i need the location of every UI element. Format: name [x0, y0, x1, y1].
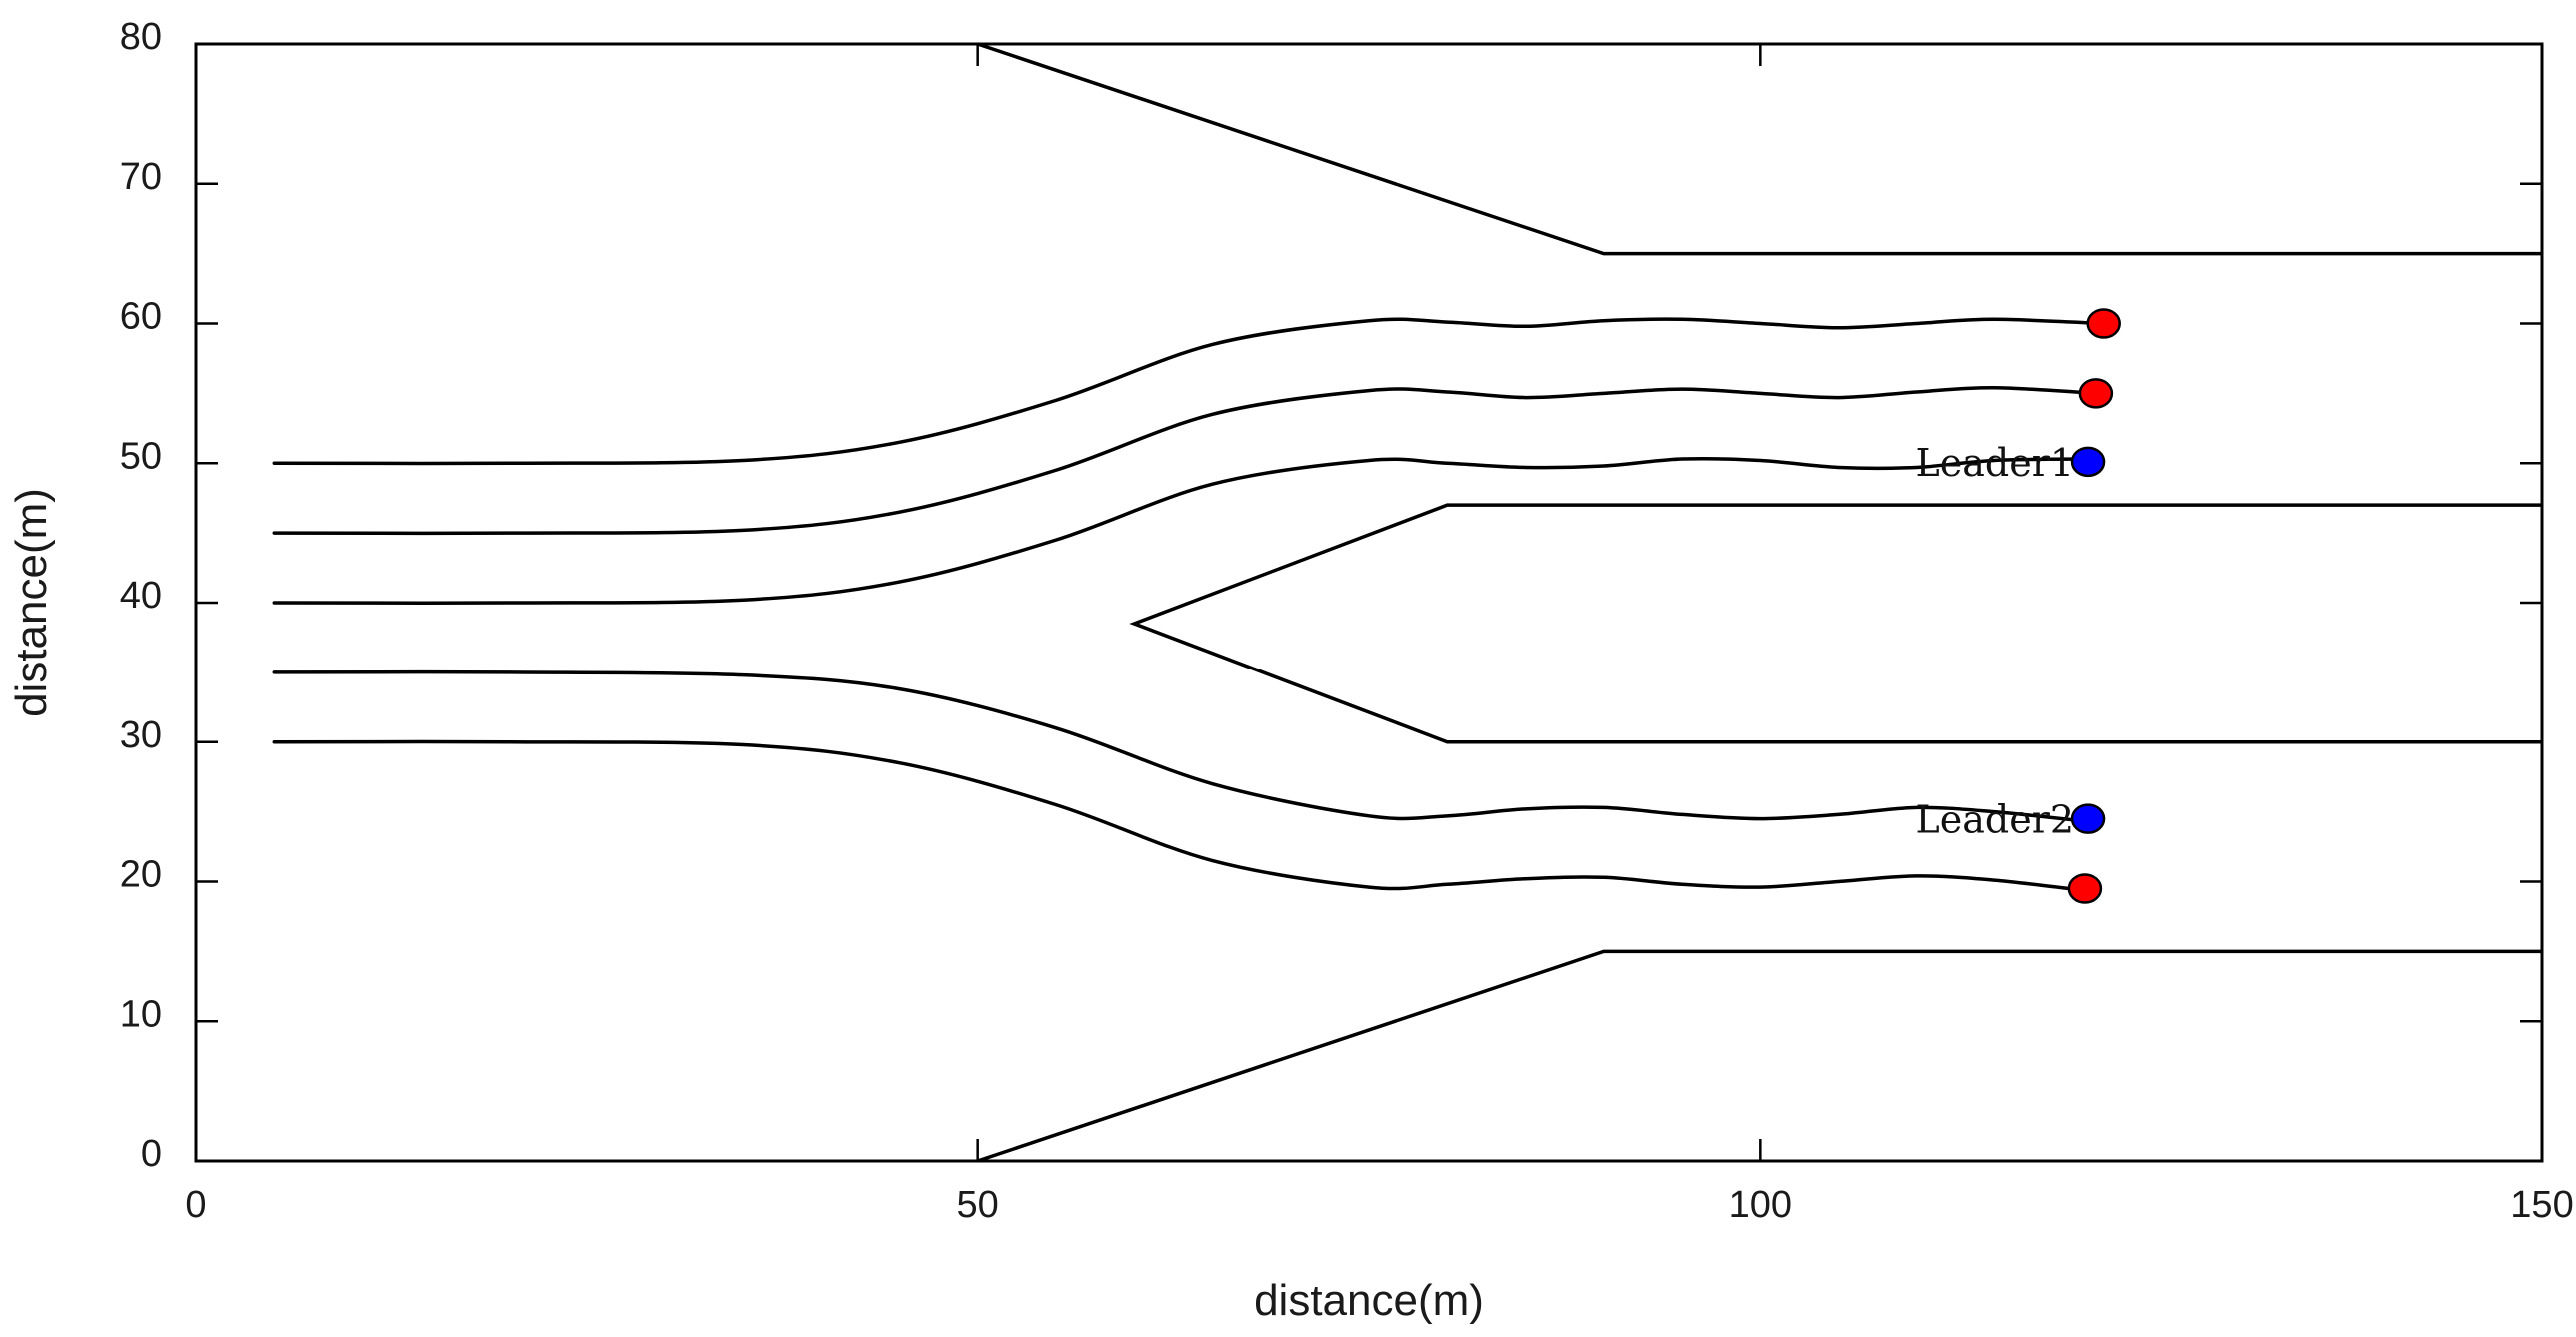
y-tick-label: 60: [120, 296, 162, 338]
marker-leader-1: [2070, 446, 2106, 478]
trajectory-traj-4: [272, 669, 2090, 824]
trajectory-traj-3: [272, 456, 2090, 605]
y-tick-label: 0: [141, 1133, 162, 1175]
y-axis-label: distance(m): [7, 488, 56, 717]
trajectories: [272, 317, 2106, 892]
road-boundaries: [977, 42, 2542, 1163]
marker-follower-2: [2078, 378, 2114, 409]
label-leader-2: Leader2: [1916, 798, 2075, 842]
boundary-median-wedge: [1129, 503, 2542, 744]
x-tick-label: 150: [2510, 1184, 2573, 1226]
y-tick-label: 10: [120, 993, 162, 1035]
y-tick-label: 50: [120, 435, 162, 477]
x-tick-label: 0: [185, 1184, 206, 1226]
x-axis-label: distance(m): [1254, 1276, 1484, 1325]
y-tick-label: 20: [120, 854, 162, 896]
trajectory-traj-2: [272, 386, 2098, 536]
boundary-lower-outer: [977, 949, 2542, 1163]
vehicles: Leader1 Leader2: [1916, 308, 2121, 904]
trajectory-traj-5: [272, 739, 2082, 892]
y-tick-label: 30: [120, 714, 162, 756]
x-tick-label: 100: [1729, 1184, 1792, 1226]
axes: 0 50 100 150 0 10 20 30 40 50 60 70 80: [120, 16, 2574, 1226]
marker-follower-3: [2067, 873, 2103, 904]
y-tick-label: 70: [120, 156, 162, 198]
label-leader-1: Leader1: [1916, 441, 2075, 485]
trajectory-traj-1: [272, 317, 2106, 466]
boundary-upper-outer: [977, 42, 2542, 256]
y-tick-label: 80: [120, 16, 162, 58]
marker-leader-2: [2070, 803, 2106, 834]
x-tick-label: 50: [957, 1184, 999, 1226]
marker-follower-1: [2086, 308, 2121, 339]
y-tick-label: 40: [120, 575, 162, 617]
